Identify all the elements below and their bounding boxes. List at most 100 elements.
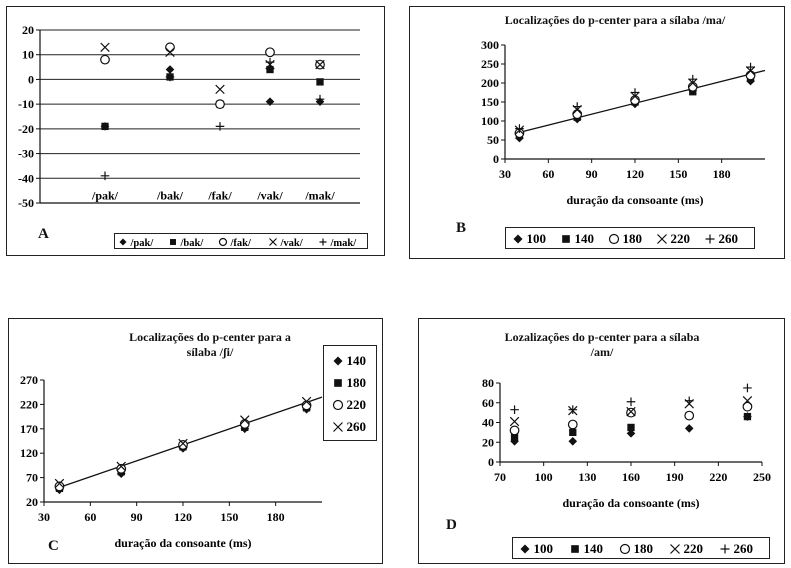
data-point-a [100, 171, 110, 181]
legend-marker [571, 545, 579, 553]
chart-b-title: Localizações do p-center para a sílaba /… [504, 13, 726, 27]
legend-marker [720, 544, 730, 554]
y-tick-label-a: 10 [22, 48, 34, 62]
legend-label: 180 [634, 541, 654, 556]
legend-d-svg: 100 140 180 220 260 [520, 541, 753, 556]
x-category-label-a: /vak/ [256, 189, 283, 203]
data-point-d [510, 433, 519, 441]
x-tick-label-c: 30 [38, 510, 50, 524]
data-point-d [684, 424, 694, 433]
series-d-2 [509, 401, 753, 436]
data-point-d [743, 412, 752, 421]
y-tick-label-b: 250 [481, 57, 499, 71]
y-tick-label-c: 270 [20, 373, 38, 387]
data-point-a [165, 47, 175, 57]
data-point-b [689, 88, 697, 96]
data-point-d [509, 416, 520, 427]
legend-marker [319, 238, 327, 246]
legend-label: 220 [684, 541, 704, 556]
x-tick-label-c: 60 [84, 510, 96, 524]
legend-marker [619, 543, 631, 555]
chart-d-title: Lozalizações do p-center para a sílaba /… [504, 330, 700, 359]
series-a-4 [100, 57, 325, 181]
data-point-a [265, 47, 275, 58]
legend-label: 140 [575, 231, 595, 246]
legend-marker [670, 544, 680, 554]
x-tick-label-d: 220 [709, 470, 727, 484]
legend-c: 140 180 220 260 [323, 345, 377, 441]
data-point-b [572, 102, 582, 111]
data-point-a [215, 99, 225, 110]
data-point-c [301, 396, 312, 407]
data-point-d [626, 406, 636, 417]
data-point-b [515, 124, 524, 133]
data-point-a [215, 84, 225, 95]
data-point-a [100, 42, 110, 53]
data-point-a [165, 65, 175, 74]
y-tick-label-c: 70 [26, 471, 38, 485]
x-axis-label-b: duração da consoante (ms) [567, 193, 704, 207]
data-point-d [567, 419, 578, 430]
legend-a: /pak/ /bak/ /fak/ /vak/ /mak/ [114, 233, 368, 249]
legend-label: 220 [347, 397, 367, 412]
legend-marker [333, 356, 343, 366]
x-tick-label-b: 180 [713, 167, 731, 181]
legend-label: 180 [623, 231, 643, 246]
y-tick-label-c: 20 [26, 495, 38, 509]
legend-label: /bak/ [180, 238, 205, 249]
legend-marker [562, 235, 570, 243]
x-tick-label-b: 150 [669, 167, 687, 181]
y-tick-label-c: 220 [20, 397, 38, 411]
data-point-a [215, 122, 225, 131]
data-point-a [266, 65, 274, 74]
y-tick-label-a: -30 [18, 147, 34, 161]
x-tick-label-d: 130 [578, 470, 596, 484]
legend-label: /mak/ [330, 238, 358, 249]
panel-label-b: B [456, 220, 467, 236]
panel-label-c: C [48, 538, 59, 554]
x-tick-label-b: 30 [499, 167, 511, 181]
legend-marker [334, 379, 342, 387]
legend-marker [657, 234, 667, 244]
y-tick-label-b: 200 [481, 76, 499, 90]
legend-marker [513, 234, 523, 244]
legend-c-svg: 140 180 220 260 [332, 353, 367, 434]
y-tick-label-a: 0 [28, 72, 34, 86]
y-tick-label-a: -20 [18, 122, 34, 136]
legend-marker [218, 237, 228, 247]
data-point-c [116, 461, 126, 472]
y-tick-label-b: 100 [481, 114, 499, 128]
legend-label: 260 [347, 419, 367, 434]
data-point-c [178, 438, 188, 449]
data-point-b [688, 74, 698, 84]
data-point-d [626, 429, 636, 438]
data-point-a [265, 97, 275, 106]
x-tick-label-b: 90 [586, 167, 598, 181]
x-tick-label-c: 90 [131, 510, 143, 524]
x-tick-label-d: 100 [535, 470, 553, 484]
legend-label: 100 [534, 541, 554, 556]
chart-c-title: Localizações do p-center para a sílaba /… [129, 330, 291, 359]
x-tick-label-c: 150 [220, 510, 238, 524]
data-point-d [568, 436, 578, 446]
y-tick-label-a: -40 [18, 171, 34, 185]
legend-label: 180 [347, 375, 367, 390]
data-point-a [315, 94, 325, 104]
y-tick-label-b: 50 [487, 133, 499, 147]
y-tick-label-b: 150 [481, 95, 499, 109]
legend-d: 100 140 180 220 260 [512, 537, 770, 559]
x-category-label-a: /bak/ [156, 189, 184, 203]
legend-marker [705, 234, 715, 244]
trendline-b [519, 69, 766, 134]
trendline-c [59, 396, 323, 488]
series-b-4 [515, 62, 755, 133]
data-point-d [510, 405, 519, 414]
data-point-a [100, 54, 110, 65]
data-point-c [240, 415, 250, 425]
y-tick-label-c: 170 [20, 422, 38, 436]
legend-label: 220 [671, 231, 691, 246]
x-axis-label-c: duração da consoante (ms) [115, 536, 252, 550]
data-point-b [630, 88, 640, 97]
panel-c [8, 318, 383, 564]
